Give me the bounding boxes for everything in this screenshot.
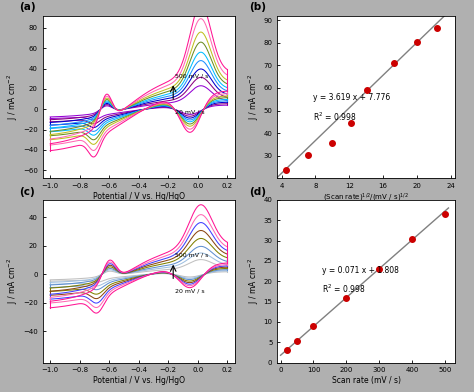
Point xyxy=(347,120,355,126)
Y-axis label: J / mA cm$^{-2}$: J / mA cm$^{-2}$ xyxy=(6,258,20,304)
Point xyxy=(283,347,291,353)
X-axis label: Scan rate (mV / s): Scan rate (mV / s) xyxy=(332,376,401,385)
Point xyxy=(304,151,311,158)
Point xyxy=(293,338,301,344)
Point xyxy=(282,167,289,174)
Text: (d): (d) xyxy=(249,187,266,197)
Text: (c): (c) xyxy=(19,187,36,197)
Text: (a): (a) xyxy=(19,2,36,13)
X-axis label: Potential / V vs. Hg/HgO: Potential / V vs. Hg/HgO xyxy=(92,192,185,201)
Point xyxy=(310,323,317,330)
Point xyxy=(375,266,383,272)
Text: y = 3.619 x + 7.776: y = 3.619 x + 7.776 xyxy=(313,93,390,102)
Text: 500 mV / s: 500 mV / s xyxy=(175,253,209,258)
Point xyxy=(364,87,371,93)
Text: R$^2$ = 0.998: R$^2$ = 0.998 xyxy=(313,111,356,123)
Text: 20 mV / s: 20 mV / s xyxy=(175,109,205,114)
Point xyxy=(409,236,416,242)
Text: 500 mV / s: 500 mV / s xyxy=(175,73,209,78)
Point xyxy=(343,294,350,301)
Text: R$^2$ = 0.998: R$^2$ = 0.998 xyxy=(322,282,365,295)
Y-axis label: J / mA cm$^{-2}$: J / mA cm$^{-2}$ xyxy=(246,258,261,304)
Text: y = 0.071 x + 1.808: y = 0.071 x + 1.808 xyxy=(322,266,399,275)
Y-axis label: J / mA cm$^{-2}$: J / mA cm$^{-2}$ xyxy=(246,74,261,120)
Point xyxy=(413,38,421,45)
Point xyxy=(433,25,441,31)
Text: 20 mV / s: 20 mV / s xyxy=(175,289,205,294)
X-axis label: Potential / V vs. Hg/HgO: Potential / V vs. Hg/HgO xyxy=(92,376,185,385)
Point xyxy=(328,140,336,147)
Y-axis label: J / mA cm$^{-2}$: J / mA cm$^{-2}$ xyxy=(6,74,20,120)
Text: (b): (b) xyxy=(249,2,266,13)
X-axis label: (Scan rate)$^{1/2}$/(mV / s)$^{1/2}$: (Scan rate)$^{1/2}$/(mV / s)$^{1/2}$ xyxy=(323,192,409,204)
Point xyxy=(391,60,398,66)
Point xyxy=(441,211,449,217)
